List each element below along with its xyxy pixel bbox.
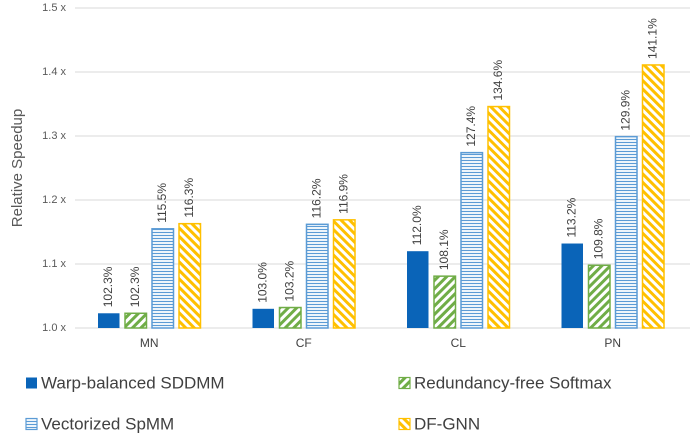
x-tick-label: PN [604,336,621,350]
x-tick-label: CF [296,336,312,350]
bar [332,219,356,329]
legend-label: DF-GNN [414,414,480,433]
value-label: 113.2% [564,197,578,237]
value-label: 115.5% [155,183,169,223]
legend-label: Vectorized SpMM [41,414,174,433]
bar [151,228,175,329]
y-tick-label: 1.4 x [42,66,66,78]
bar [614,135,638,329]
value-label: 127.4% [464,106,478,147]
value-label: 112.0% [410,205,424,245]
y-tick-label: 1.5 x [42,2,66,14]
value-label: 134.6% [491,60,505,101]
bar [433,275,457,329]
y-tick-label: 1.0 x [42,322,66,334]
legend-label: Warp-balanced SDDMM [41,373,225,392]
bar [487,105,511,329]
bar [641,64,665,329]
bar [561,243,583,328]
y-axis-label: Relative Speedup [9,109,26,227]
bar [587,264,611,329]
y-tick-label: 1.1 x [42,258,66,270]
value-label: 116.9% [336,174,350,214]
value-label: 102.3% [101,266,115,307]
bar [278,306,302,329]
y-tick-label: 1.3 x [42,130,66,142]
bar [178,222,202,329]
legend-swatch [26,377,37,389]
value-label: 109.8% [591,218,605,259]
bar [305,223,329,329]
legend-swatch [25,417,38,431]
bar [124,312,148,329]
x-tick-label: CL [451,336,467,350]
value-label: 103.2% [282,260,296,301]
value-label: 116.2% [309,178,323,218]
value-label: 129.9% [618,90,632,131]
value-label: 103.0% [255,262,269,303]
y-tick-label: 1.2 x [42,194,66,206]
legend-label: Redundancy-free Softmax [414,373,612,392]
legend-swatch [398,417,411,431]
bar [252,308,274,328]
bar [407,251,429,328]
value-label: 102.3% [128,266,142,307]
value-label: 116.3% [182,178,196,218]
bar [98,313,120,328]
value-label: 108.1% [437,229,451,270]
legend-swatch [398,376,411,390]
value-label: 141.1% [645,18,659,59]
x-tick-label: MN [140,336,159,350]
bar [460,151,484,329]
